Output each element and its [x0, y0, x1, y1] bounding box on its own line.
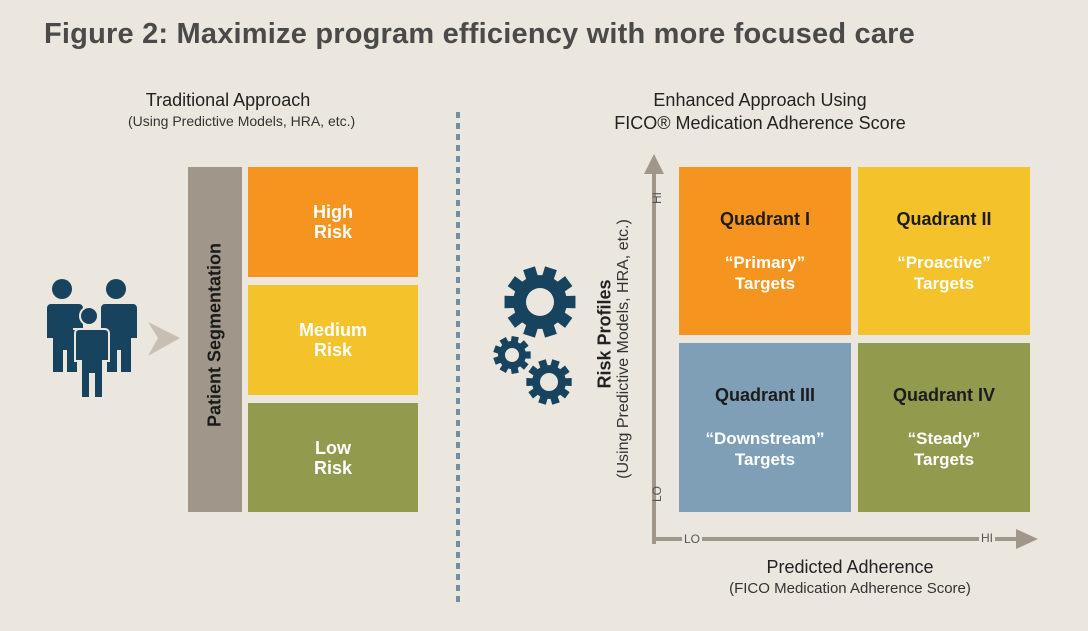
- quadrant-sub-line2: Targets: [734, 450, 796, 469]
- x-axis-hi-label: HI: [979, 531, 995, 545]
- quadrant-1-box: Quadrant I “Primary” Targets: [679, 167, 851, 335]
- x-axis-arrow: [652, 529, 1038, 549]
- quadrant-3-box: Quadrant III “Downstream” Targets: [679, 343, 851, 512]
- dashed-divider: [456, 112, 460, 602]
- quadrant-sub-line1: “Primary”: [724, 252, 806, 272]
- quadrant-subtitle: “Downstream” Targets: [705, 428, 824, 470]
- gear-icon: [504, 266, 576, 338]
- y-axis-sublabel: (Using Predictive Models, HRA, etc.): [615, 219, 632, 479]
- quadrant-2-box: Quadrant II “Proactive” Targets: [858, 167, 1030, 335]
- y-axis-label: Risk Profiles: [594, 279, 615, 389]
- gear-icon: [493, 336, 531, 374]
- y-axis-lo-label: LO: [650, 485, 664, 503]
- quadrant-title: Quadrant II: [896, 208, 992, 229]
- traditional-subheading: (Using Predictive Models, HRA, etc.): [128, 113, 356, 129]
- quadrant-subtitle: “Primary” Targets: [725, 252, 805, 294]
- patient-segmentation-label: Patient Segmentation: [204, 242, 225, 428]
- quadrant-title: Quadrant IV: [892, 385, 995, 405]
- y-axis-arrow: [644, 154, 664, 544]
- quadrant-sub-line2: Targets: [734, 273, 796, 293]
- x-axis-lo-label: LO: [682, 532, 703, 546]
- high-risk-box: High Risk: [248, 167, 418, 277]
- gear-icon: [526, 359, 572, 405]
- quadrant-sub-line2: Targets: [913, 450, 975, 469]
- x-axis-label-group: Predicted Adherence (FICO Medication Adh…: [690, 557, 1010, 597]
- quadrant-title: Quadrant I: [719, 208, 810, 229]
- quadrant-sub-line1: “Steady”: [907, 429, 981, 448]
- x-axis-label: Predicted Adherence: [766, 557, 934, 577]
- medium-risk-box: Medium Risk: [248, 285, 418, 395]
- risk-label-line2: Risk: [313, 457, 353, 478]
- people-group-icon: [45, 279, 180, 399]
- low-risk-box: Low Risk: [248, 403, 418, 512]
- patient-segmentation-bar: [188, 167, 242, 512]
- enhanced-heading-line1: Enhanced Approach Using: [653, 90, 867, 110]
- quadrant-sub-line1: “Proactive”: [897, 252, 991, 272]
- quadrant-title: Quadrant III: [714, 385, 815, 405]
- risk-label-line2: Risk: [313, 222, 353, 242]
- risk-label-line1: High: [313, 202, 353, 222]
- arrow-right-icon: [148, 322, 180, 356]
- quadrant-sub-line1: “Downstream”: [705, 429, 825, 448]
- quadrant-4-box: Quadrant IV “Steady” Targets: [858, 343, 1030, 512]
- x-axis-sublabel: (FICO Medication Adherence Score): [729, 580, 971, 597]
- gears-icon: [493, 266, 576, 405]
- risk-label-line2: Risk: [313, 340, 353, 360]
- quadrant-sub-line2: Targets: [913, 273, 975, 293]
- y-axis-hi-label: HI: [650, 192, 664, 204]
- traditional-heading: Traditional Approach: [145, 90, 311, 110]
- quadrant-subtitle: “Proactive” Targets: [897, 252, 991, 294]
- quadrant-subtitle: “Steady” Targets: [908, 428, 981, 470]
- enhanced-heading-group: Enhanced Approach Using FICO® Medication…: [590, 90, 930, 134]
- enhanced-heading-line2: FICO® Medication Adherence Score: [614, 113, 906, 133]
- risk-label-line1: Low: [315, 437, 351, 458]
- figure-title: Figure 2: Maximize program efficiency wi…: [44, 18, 915, 50]
- traditional-heading-group: Traditional Approach (Using Predictive M…: [128, 90, 356, 129]
- risk-label-line1: Medium: [298, 320, 367, 340]
